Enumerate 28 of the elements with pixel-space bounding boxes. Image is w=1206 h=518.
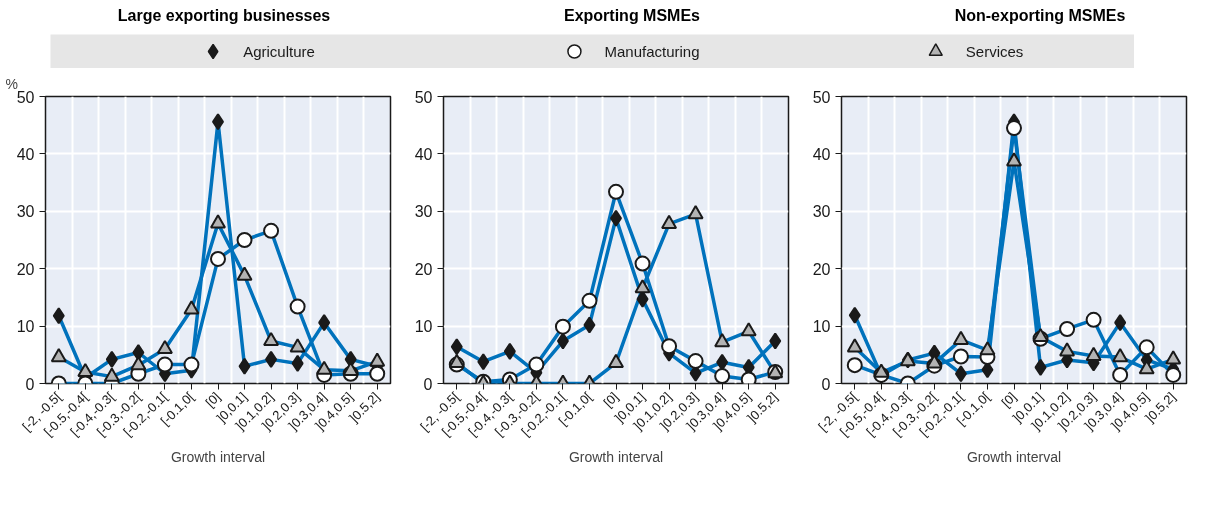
y-tick-label: 20 — [414, 260, 433, 278]
y-tick-label: 50 — [16, 88, 35, 106]
y-tick-label: 30 — [414, 203, 433, 221]
y-tick-label: 10 — [812, 318, 831, 336]
chart-title: Exporting MSMEs — [563, 6, 700, 26]
chart-title: Non-exporting MSMEs — [954, 6, 1126, 26]
y-tick-label: 0 — [821, 375, 831, 393]
y-tick-label: 40 — [414, 145, 433, 163]
y-tick-label: 10 — [16, 318, 35, 336]
y-tick-label: 30 — [812, 203, 831, 221]
y-tick-label: 50 — [414, 88, 433, 106]
y-tick-label: 0 — [25, 375, 35, 393]
x-axis-title: Growth interval — [568, 449, 664, 466]
legend-label: Manufacturing — [604, 43, 700, 60]
y-tick-label: 10 — [414, 318, 433, 336]
y-tick-label: 20 — [16, 260, 35, 278]
legend-label: Services — [965, 43, 1024, 60]
y-tick-label: 40 — [16, 145, 35, 163]
y-tick-label: 20 — [812, 260, 831, 278]
chart-title: Large exporting businesses — [117, 6, 331, 26]
x-axis-title: Growth interval — [170, 449, 266, 466]
y-tick-label: 50 — [812, 88, 831, 106]
y-tick-label: 0 — [423, 375, 433, 393]
y-tick-label: 40 — [812, 145, 831, 163]
y-tick-label: 30 — [16, 203, 35, 221]
x-axis-title: Growth interval — [966, 449, 1062, 466]
legend-label: Agriculture — [243, 43, 315, 60]
y-axis-title: % — [5, 75, 18, 92]
